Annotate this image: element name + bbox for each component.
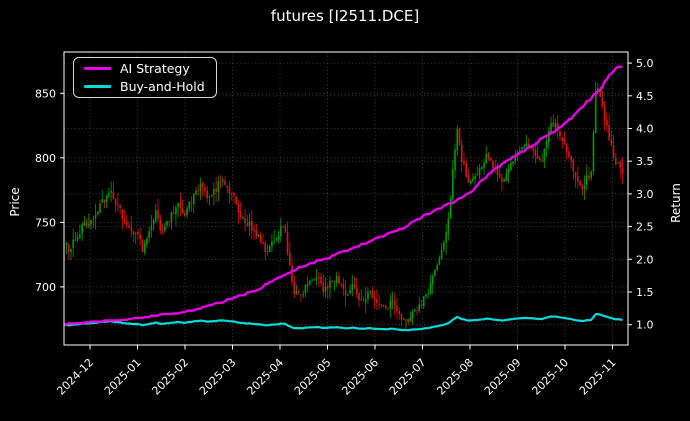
x-tick-label: 2025-09	[482, 356, 524, 398]
x-tick-label: 2025-06	[339, 356, 381, 398]
tick-labels: 850 800 750 700 5.0 4.5 4.0 3.5 3.0 2.5 2.0 1.5 1.0 2…	[35, 57, 654, 398]
buyhold-line	[64, 312, 623, 332]
x-tick-label: 2025-07	[387, 356, 429, 398]
plot-border	[63, 51, 629, 346]
strategy-line	[63, 65, 623, 326]
x-tick-label: 2025-01	[102, 356, 144, 398]
x-tick-label: 2025-11	[577, 356, 619, 398]
return-tick-label: 1.5	[636, 286, 654, 299]
ai-strategy-line-swatch	[84, 67, 111, 70]
legend-label-ai-strategy: AI Strategy	[120, 61, 190, 76]
buy-and-hold-line-swatch	[84, 85, 111, 88]
x-tick-label: 2024-12	[54, 356, 96, 398]
return-tick-label: 1.0	[636, 319, 654, 332]
x-tick-label: 2025-04	[244, 356, 286, 398]
legend: AI Strategy Buy-and-Hold	[73, 57, 217, 98]
candlestick-series	[65, 82, 624, 329]
x-tick-label: 2025-10	[529, 356, 571, 398]
price-tick-label: 750	[35, 216, 56, 229]
x-tick-label: 2025-05	[292, 356, 334, 398]
return-axis-label: Return	[669, 183, 683, 223]
price-tick-label: 800	[35, 152, 56, 165]
x-tick-label: 2025-03	[197, 356, 239, 398]
legend-item-ai-strategy: AI Strategy	[84, 61, 216, 76]
legend-item-buy-and-hold: Buy-and-Hold	[84, 79, 216, 94]
legend-label-buy-and-hold: Buy-and-Hold	[120, 79, 205, 94]
return-tick-label: 3.5	[636, 155, 654, 168]
x-tick-label: 2025-08	[434, 356, 476, 398]
axis-ticks	[60, 62, 632, 350]
x-tick-label: 2025-02	[149, 356, 191, 398]
return-tick-label: 5.0	[636, 57, 654, 70]
return-tick-label: 3.0	[636, 188, 654, 201]
price-axis-label: Price	[8, 187, 22, 217]
chart-title: futures [I2511.DCE]	[270, 7, 420, 25]
price-tick-label: 850	[35, 87, 56, 100]
price-tick-label: 700	[35, 281, 56, 294]
return-tick-label: 4.0	[636, 123, 654, 136]
return-tick-label: 2.0	[636, 253, 654, 266]
return-tick-label: 2.5	[636, 221, 654, 234]
return-tick-label: 4.5	[636, 90, 654, 103]
